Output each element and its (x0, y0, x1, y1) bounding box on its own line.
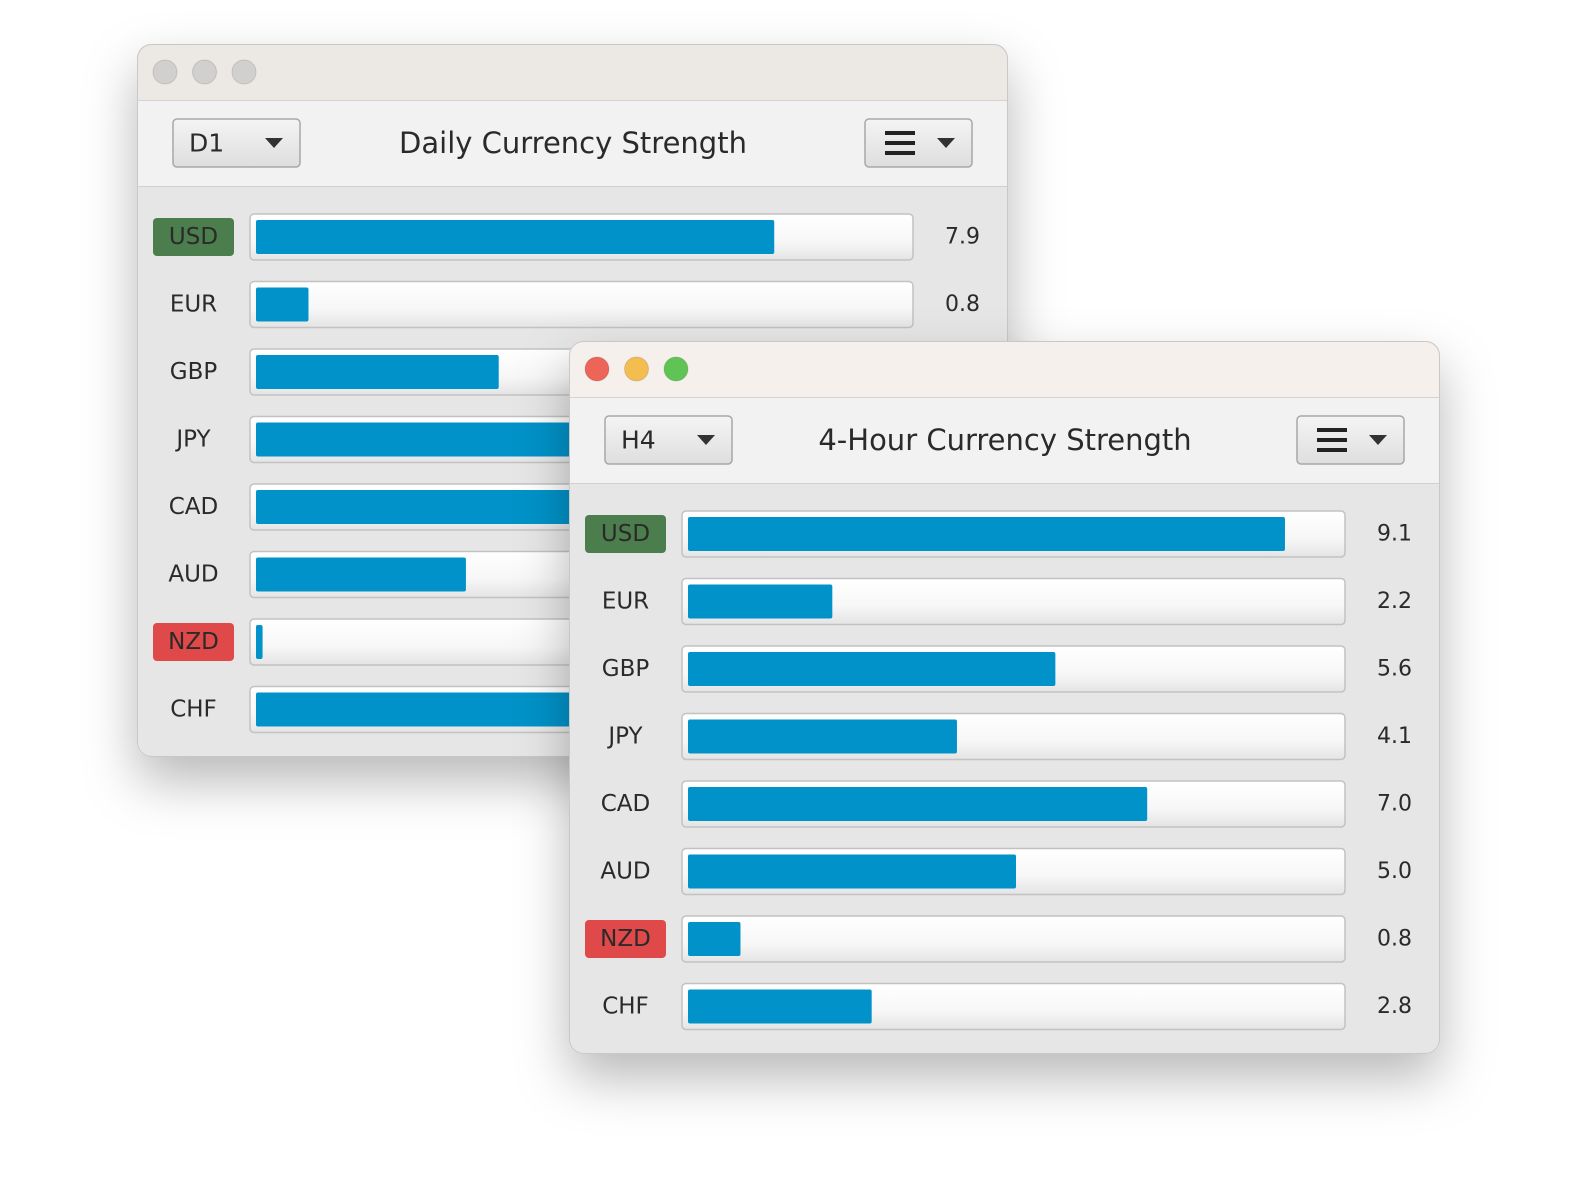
title-bar (569, 341, 1440, 397)
window-control[interactable] (152, 59, 178, 85)
menu-button[interactable] (1296, 415, 1405, 465)
bar (256, 422, 670, 457)
value-label: 5.6 (1377, 657, 1412, 682)
currency-badge (585, 515, 666, 553)
currency-label: USD (169, 224, 218, 250)
menu-icon-line (885, 151, 915, 155)
currency-label: AUD (168, 562, 218, 588)
window-title: 4-Hour Currency Strength (818, 423, 1191, 457)
window-title: Daily Currency Strength (399, 126, 747, 160)
value-label: 0.8 (945, 292, 980, 317)
currency-label: NZD (600, 926, 651, 952)
dropdown-arrow (265, 138, 283, 148)
currency-label: JPY (174, 427, 211, 453)
timeframe-label: D1 (189, 129, 224, 158)
bar (688, 922, 741, 956)
currency-label: CHF (170, 697, 217, 723)
dropdown-arrow (697, 435, 715, 445)
menu-icon-line (885, 141, 915, 145)
value-label: 5.0 (1377, 859, 1412, 884)
window-control[interactable] (192, 59, 217, 85)
window: H4 4-Hour Currency Strength USD 9.1 EUR 2.2 GB… (569, 341, 1440, 1054)
window-frame (569, 341, 1440, 1054)
window-control[interactable] (663, 356, 689, 382)
bar (688, 989, 872, 1024)
currency-label: JPY (606, 724, 643, 750)
timeframe-dropdown[interactable] (172, 118, 301, 168)
bar-track (681, 915, 1346, 963)
bar-track (681, 577, 1346, 626)
window-control[interactable] (624, 356, 649, 382)
bar (256, 355, 499, 389)
bar (256, 220, 775, 254)
currency-badge (153, 623, 234, 661)
currency-label: USD (601, 521, 650, 547)
bar (688, 584, 833, 619)
bar (688, 719, 957, 754)
value-label: 7.9 (945, 225, 980, 250)
value-label: 2.2 (1377, 589, 1412, 614)
currency-label: EUR (170, 292, 217, 318)
menu-button[interactable] (864, 118, 973, 168)
value-label: 2.8 (1377, 994, 1412, 1019)
title-bar (137, 44, 1008, 100)
value-label: 7.0 (1377, 792, 1412, 817)
currency-label: CAD (169, 494, 219, 520)
bar (688, 517, 1285, 551)
bar (688, 854, 1016, 889)
menu-icon-line (1317, 428, 1347, 432)
currency-label: GBP (170, 359, 218, 385)
bar (256, 557, 466, 592)
currency-label: EUR (602, 589, 649, 615)
timeframe-dropdown[interactable] (604, 415, 733, 465)
dropdown-arrow (1369, 435, 1387, 445)
bar-track (249, 280, 914, 329)
currency-badge (585, 920, 666, 958)
currency-label: CHF (602, 994, 649, 1020)
value-label: 4.1 (1377, 724, 1412, 749)
bar (256, 287, 309, 322)
currency-badge (153, 218, 234, 256)
currency-label: AUD (600, 859, 650, 885)
currency-label: GBP (602, 656, 650, 682)
bar (688, 787, 1148, 821)
menu-icon-line (1317, 438, 1347, 442)
currency-label: CAD (601, 791, 651, 817)
bar (256, 625, 263, 659)
timeframe-label: H4 (621, 426, 656, 455)
currency-label: NZD (168, 629, 219, 655)
menu-icon-line (1317, 448, 1347, 452)
window-control[interactable] (584, 356, 610, 382)
bar (688, 652, 1056, 686)
window-control[interactable] (231, 59, 257, 85)
dropdown-arrow (937, 138, 955, 148)
value-label: 9.1 (1377, 522, 1412, 547)
menu-icon-line (885, 131, 915, 135)
value-label: 0.8 (1377, 927, 1412, 952)
